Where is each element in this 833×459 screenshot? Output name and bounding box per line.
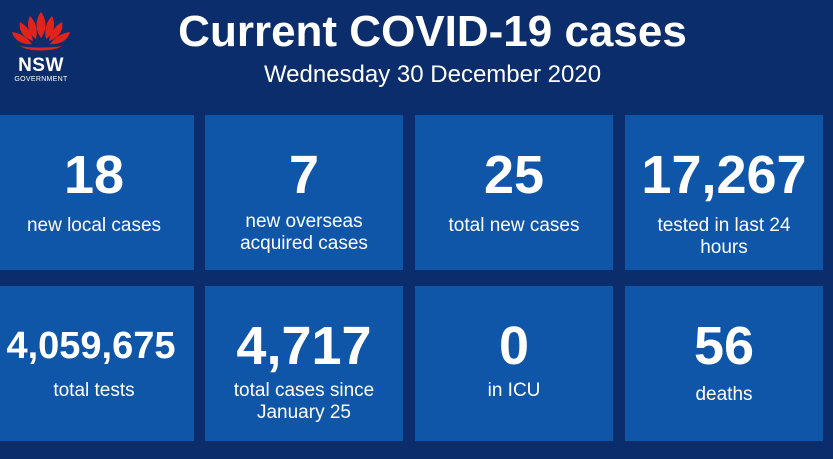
nsw-government-logo: NSW GOVERNMENT (8, 10, 74, 86)
report-date: Wednesday 30 December 2020 (263, 61, 602, 88)
stat-value: 56 (693, 316, 755, 376)
stat-label: in ICU (487, 380, 541, 401)
stat-tile-deaths: 56 deaths (625, 286, 823, 441)
stat-label: new local cases (26, 215, 162, 236)
stat-label: tested in last 24 hours (657, 215, 791, 258)
stat-label: total new cases (448, 215, 580, 236)
stat-value: 4,717 (236, 316, 372, 376)
stat-label: total tests (53, 380, 135, 401)
stat-label: deaths (695, 384, 753, 405)
stat-tile-tested-24-hours: 17,267 tested in last 24 hours (625, 115, 823, 270)
stat-tile-total-tests: 4,059,675 total tests (0, 286, 194, 441)
page-title: Current COVID-19 cases (178, 7, 687, 56)
stat-value: 25 (483, 145, 545, 205)
stat-label: total cases since January 25 (233, 380, 375, 423)
stat-value: 18 (63, 145, 125, 205)
stat-value: 7 (288, 145, 320, 205)
logo-text: NSW (18, 55, 64, 76)
stat-value: 4,059,675 (6, 325, 176, 367)
logo-subtext: GOVERNMENT (14, 76, 68, 83)
waratah-icon (12, 12, 70, 51)
header: NSW GOVERNMENT Current COVID-19 cases We… (0, 0, 833, 100)
stat-value: 17,267 (641, 145, 807, 205)
stat-tile-new-overseas-cases: 7 new overseas acquired cases (205, 115, 403, 270)
stat-tile-total-new-cases: 25 total new cases (415, 115, 613, 270)
stat-tile-total-cases: 4,717 total cases since January 25 (205, 286, 403, 441)
stat-tile-icu: 0 in ICU (415, 286, 613, 441)
stat-tile-new-local-cases: 18 new local cases (0, 115, 194, 270)
stat-label: new overseas acquired cases (240, 211, 368, 254)
stat-value: 0 (498, 316, 530, 376)
